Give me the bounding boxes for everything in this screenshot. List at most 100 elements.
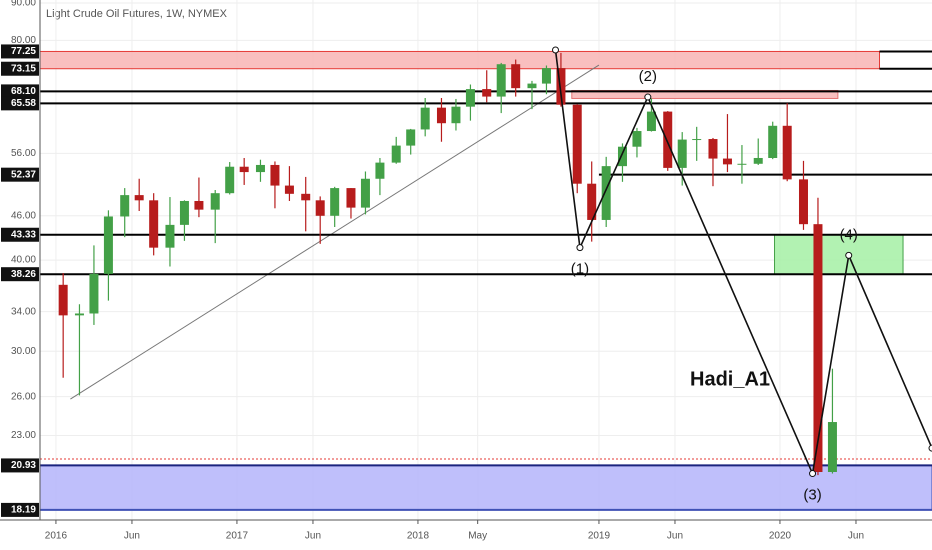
wave-label: (1) bbox=[571, 261, 589, 278]
candle-body bbox=[406, 129, 416, 146]
candle-body bbox=[692, 139, 702, 141]
candle-body bbox=[708, 139, 718, 159]
candle-body bbox=[179, 200, 189, 225]
candle-body bbox=[663, 111, 673, 168]
wave-point bbox=[809, 470, 817, 478]
level-label: 52.37 bbox=[11, 169, 36, 180]
candle-body bbox=[541, 68, 551, 84]
candle-body bbox=[465, 89, 475, 107]
candle-body bbox=[436, 107, 446, 124]
candle-body bbox=[165, 224, 175, 248]
level-label-box bbox=[1, 61, 39, 76]
candle-body bbox=[737, 163, 747, 165]
level-label: 38.26 bbox=[11, 269, 36, 280]
candle-body bbox=[587, 183, 597, 220]
candle-body bbox=[74, 313, 84, 316]
x-tick-label: 2017 bbox=[226, 531, 249, 542]
level-label-box bbox=[1, 267, 39, 282]
x-tick-label: 2019 bbox=[588, 531, 611, 542]
candle-body bbox=[451, 106, 461, 124]
candle-body bbox=[601, 166, 611, 220]
y-tick-label: 90.00 bbox=[11, 0, 36, 9]
candle-body bbox=[527, 83, 537, 89]
y-tick-label: 56.00 bbox=[11, 148, 36, 159]
candle-body bbox=[632, 131, 642, 147]
wave-point bbox=[845, 251, 853, 259]
level-label: 68.10 bbox=[11, 86, 36, 97]
x-tick-label: 2018 bbox=[407, 531, 430, 542]
candle-body bbox=[722, 158, 732, 165]
y-tick-label: 23.00 bbox=[11, 430, 36, 441]
wave-label: (2) bbox=[639, 68, 657, 85]
candle-body bbox=[120, 195, 130, 217]
candle-body bbox=[617, 146, 627, 167]
chart-title: Light Crude Oil Futures, 1W, NYMEX bbox=[46, 8, 228, 20]
wave-point bbox=[644, 93, 652, 101]
candle-body bbox=[134, 195, 144, 201]
x-tick-label: 2020 bbox=[769, 531, 792, 542]
level-label-box bbox=[1, 44, 39, 59]
x-axis-panel bbox=[0, 520, 932, 550]
zone bbox=[39, 50, 881, 70]
candle-body bbox=[210, 193, 220, 210]
level-label: 43.33 bbox=[11, 229, 36, 240]
candle-body bbox=[646, 111, 656, 132]
candle-body bbox=[827, 422, 837, 473]
candle-body bbox=[556, 68, 566, 105]
candle-body bbox=[572, 104, 582, 184]
zone bbox=[774, 234, 904, 275]
candle-body bbox=[511, 64, 521, 89]
candle-body bbox=[149, 200, 159, 248]
x-tick-label: Jun bbox=[848, 531, 864, 542]
wave-point bbox=[552, 46, 560, 54]
annotation: Hadi_A1 bbox=[690, 368, 770, 390]
candle-body bbox=[315, 200, 325, 216]
candle-body bbox=[194, 200, 204, 210]
candle-body bbox=[239, 166, 249, 173]
level-label-box bbox=[1, 227, 39, 242]
level-label-box bbox=[1, 502, 39, 517]
candle-body bbox=[360, 178, 370, 208]
y-tick-label: 46.00 bbox=[11, 210, 36, 221]
candle-body bbox=[270, 164, 280, 186]
candle-body bbox=[753, 157, 763, 164]
candle-body bbox=[346, 188, 356, 208]
candle-body bbox=[89, 273, 99, 314]
wave-line bbox=[554, 49, 932, 477]
candle-body bbox=[103, 216, 113, 274]
zone bbox=[39, 464, 932, 511]
level-label-box bbox=[1, 167, 39, 182]
wave-point bbox=[576, 244, 584, 252]
level-label-box bbox=[1, 84, 39, 99]
level-label: 73.15 bbox=[11, 63, 36, 74]
level-label-box bbox=[1, 458, 39, 473]
candle-body bbox=[482, 89, 492, 97]
level-label-box bbox=[1, 96, 39, 111]
x-tick-label: May bbox=[468, 531, 487, 542]
candle-body bbox=[330, 188, 340, 216]
candle-body bbox=[782, 125, 792, 180]
y-tick-label: 34.00 bbox=[11, 306, 36, 317]
candle-body bbox=[375, 162, 385, 179]
candle-body bbox=[284, 185, 294, 194]
candle-body bbox=[255, 164, 265, 173]
y-tick-label: 40.00 bbox=[11, 255, 36, 266]
trendline bbox=[70, 64, 600, 400]
candle-body bbox=[768, 125, 778, 158]
level-label: 65.58 bbox=[11, 98, 36, 109]
candle-body bbox=[225, 166, 235, 194]
candle-body bbox=[420, 107, 430, 130]
level-label: 77.25 bbox=[11, 46, 36, 57]
y-tick-label: 30.00 bbox=[11, 346, 36, 357]
candle-body bbox=[496, 64, 506, 97]
candle-body bbox=[391, 145, 401, 163]
y-tick-label: 26.00 bbox=[11, 391, 36, 402]
candle-body bbox=[677, 139, 687, 168]
y-tick-label: 80.00 bbox=[11, 35, 36, 46]
candle-body bbox=[58, 284, 68, 316]
candle-body bbox=[798, 179, 808, 225]
x-tick-label: Jun bbox=[124, 531, 140, 542]
wave-point bbox=[928, 444, 932, 452]
level-label: 20.93 bbox=[11, 460, 36, 471]
